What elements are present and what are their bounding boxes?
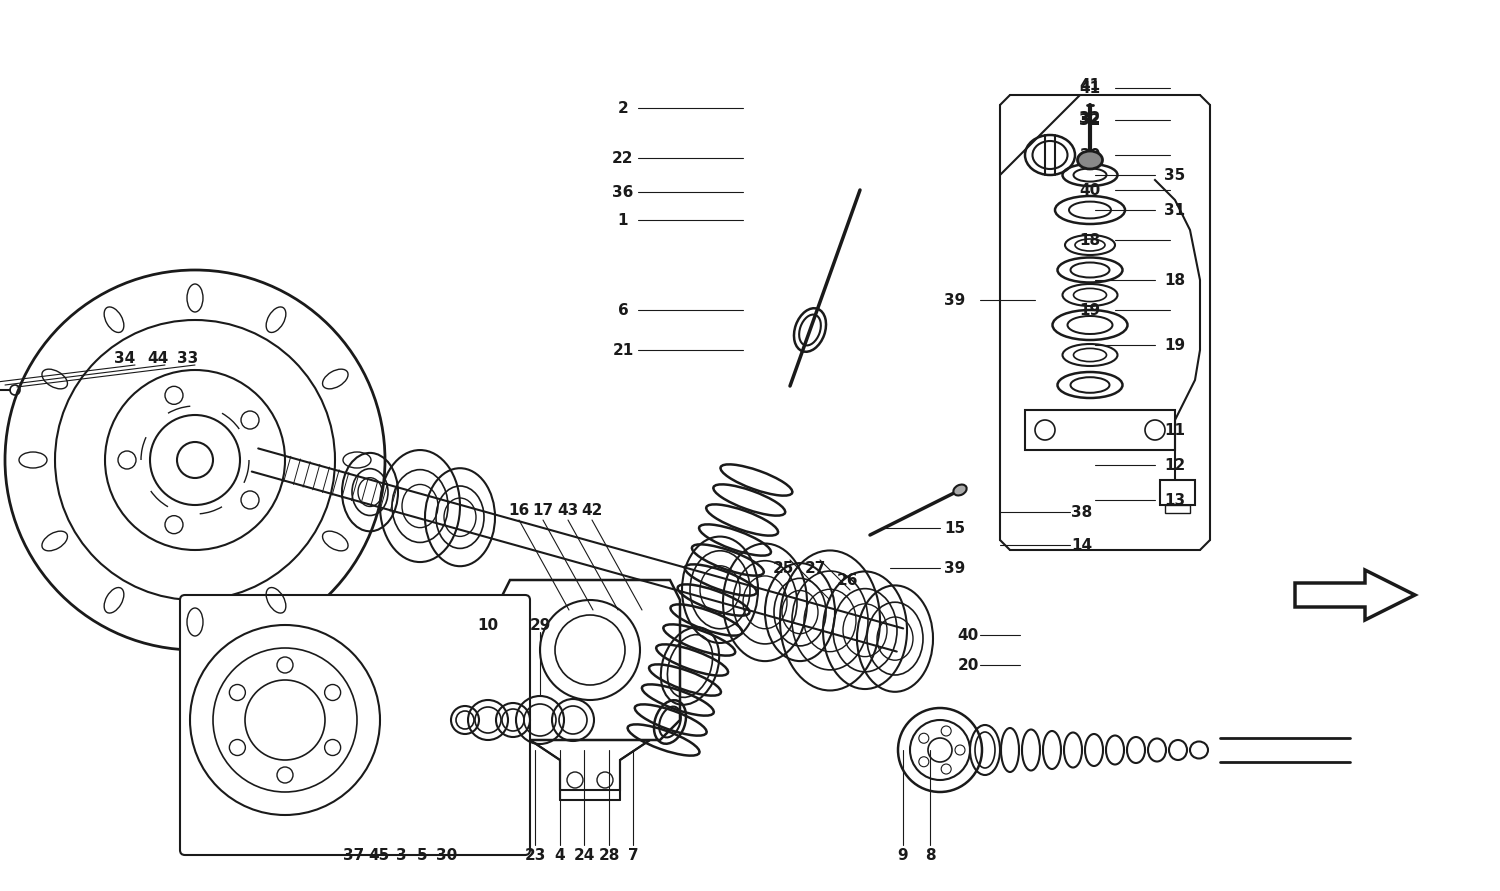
Text: 8: 8 [924, 847, 936, 862]
Text: 37: 37 [344, 847, 364, 862]
Text: 40: 40 [957, 627, 978, 642]
Text: 21: 21 [612, 342, 633, 357]
Text: 27: 27 [804, 560, 825, 576]
Text: 16: 16 [509, 503, 530, 518]
Text: 18: 18 [1164, 273, 1185, 288]
Text: 26: 26 [837, 573, 858, 587]
Text: 45: 45 [369, 847, 390, 862]
Text: 30: 30 [436, 847, 457, 862]
Text: 2: 2 [618, 101, 628, 116]
Text: 32: 32 [1080, 110, 1101, 126]
Text: 41: 41 [1080, 78, 1101, 93]
Text: 1: 1 [618, 212, 628, 227]
Text: 32: 32 [1080, 112, 1101, 127]
Text: 36: 36 [612, 184, 633, 200]
Text: 41: 41 [1080, 80, 1101, 95]
Text: 22: 22 [612, 151, 633, 166]
Polygon shape [1294, 570, 1414, 620]
Text: 44: 44 [147, 350, 168, 365]
Text: 35: 35 [1164, 168, 1185, 183]
Text: 19: 19 [1080, 303, 1101, 317]
Text: 6: 6 [618, 303, 628, 317]
Text: 39: 39 [945, 560, 966, 576]
Text: 4: 4 [555, 847, 566, 862]
Text: 20: 20 [957, 658, 978, 673]
Text: 33: 33 [177, 350, 198, 365]
Text: 38: 38 [1071, 504, 1092, 519]
Text: 19: 19 [1164, 338, 1185, 353]
Text: 43: 43 [558, 503, 579, 518]
Text: 31: 31 [1164, 202, 1185, 217]
Text: 40: 40 [1080, 183, 1101, 198]
Text: 3: 3 [396, 847, 406, 862]
Bar [1024, 410, 1174, 450]
Bar [1160, 480, 1196, 505]
Text: 18: 18 [1080, 233, 1101, 248]
Text: 25: 25 [772, 560, 794, 576]
Text: 5: 5 [417, 847, 428, 862]
Text: 15: 15 [945, 520, 966, 535]
Ellipse shape [954, 485, 966, 495]
Text: 28: 28 [598, 847, 619, 862]
Text: 17: 17 [532, 503, 554, 518]
Text: 9: 9 [897, 847, 909, 862]
Text: 20: 20 [1080, 148, 1101, 162]
Text: 7: 7 [627, 847, 639, 862]
Text: 29: 29 [530, 617, 550, 633]
Text: 11: 11 [1164, 422, 1185, 437]
Text: 13: 13 [1164, 493, 1185, 508]
Text: 12: 12 [1164, 457, 1185, 472]
Bar [1166, 505, 1190, 513]
Text: 23: 23 [525, 847, 546, 862]
Text: 42: 42 [582, 503, 603, 518]
Text: 10: 10 [477, 617, 498, 633]
Text: 39: 39 [945, 292, 966, 307]
Ellipse shape [1077, 151, 1102, 169]
FancyBboxPatch shape [180, 595, 530, 855]
Text: 34: 34 [114, 350, 135, 365]
Text: 24: 24 [573, 847, 594, 862]
Text: 14: 14 [1071, 537, 1092, 552]
